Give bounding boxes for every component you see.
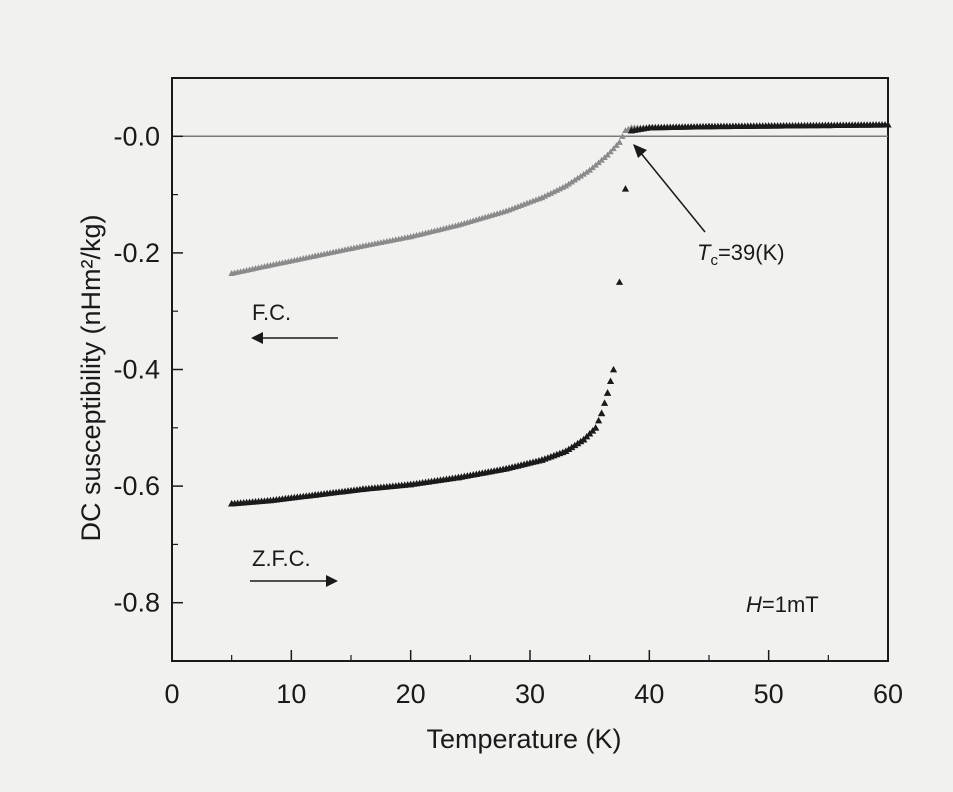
tc-value: =39(K) (718, 240, 785, 265)
data-point (627, 126, 636, 134)
field-symbol: H (746, 592, 762, 617)
axis-tick-labels: 0 10 20 30 40 50 60 -0.0 -0.2 -0.4 -0.6 -0.8 (113, 121, 903, 709)
data-point (577, 437, 585, 445)
series-zfc (228, 121, 892, 507)
data-point (645, 123, 653, 131)
axis-ticks (171, 77, 889, 662)
data-point (553, 187, 561, 193)
data-point (603, 389, 612, 396)
x-axis-title: Temperature (K) (426, 724, 621, 754)
x-tick-label: 0 (164, 679, 179, 709)
fc-arrow-head (251, 332, 263, 344)
x-tick-label: 40 (634, 679, 664, 709)
data-point (592, 424, 600, 431)
data-point (604, 151, 611, 158)
x-tick-label: 50 (754, 679, 784, 709)
data-point (556, 185, 564, 192)
data-point (580, 170, 587, 177)
tc-label: Tc=39(K) (697, 240, 785, 269)
data-point (454, 473, 462, 481)
data-point (359, 485, 367, 492)
data-point (595, 416, 603, 424)
data-point (884, 121, 892, 128)
zfc-label: Z.F.C. (252, 546, 311, 571)
field-label: H=1mT (746, 592, 819, 617)
data-point (538, 456, 546, 463)
data-point (621, 185, 630, 192)
data-point (765, 122, 773, 129)
data-point (571, 176, 578, 183)
y-tick-label: -0.8 (113, 588, 160, 618)
data-point (538, 194, 546, 201)
series-fc (228, 121, 892, 276)
data-point (598, 409, 606, 417)
data-point (586, 166, 593, 173)
y-tick-label: -0.4 (113, 355, 160, 385)
data-point (228, 270, 235, 276)
y-tick-label: -0.6 (113, 471, 160, 501)
data-point (824, 121, 832, 129)
data-point (568, 178, 575, 185)
data-point (263, 497, 272, 504)
data-point (583, 168, 590, 175)
data-point (544, 191, 552, 198)
field-value: =1mT (762, 592, 819, 617)
data-point (407, 233, 414, 240)
x-tick-label: 10 (276, 679, 306, 709)
data-point (616, 138, 623, 145)
data-point (565, 180, 572, 187)
x-tick-label: 20 (396, 679, 426, 709)
data-point (613, 142, 620, 148)
data-point (609, 365, 618, 373)
x-tick-label: 30 (515, 679, 545, 709)
y-tick-label: -0.0 (113, 121, 160, 151)
data-point (574, 174, 581, 181)
data-point (606, 377, 615, 385)
data-point (622, 127, 629, 134)
data-point (550, 188, 558, 195)
data-point (562, 447, 570, 454)
data-point (502, 465, 510, 472)
data-point (574, 439, 582, 447)
data-series (228, 121, 892, 507)
data-point (264, 262, 271, 269)
data-point (610, 145, 617, 152)
data-point (559, 184, 567, 190)
data-point (580, 435, 588, 443)
tc-subscript: c (710, 252, 718, 269)
y-tick-label: -0.2 (113, 238, 160, 268)
data-point (311, 491, 319, 498)
data-point (571, 441, 579, 449)
data-point (359, 242, 367, 249)
plot-frame (171, 77, 889, 662)
data-point (407, 480, 415, 488)
y-axis-title: DC susceptibility (nHm²/kg) (76, 214, 106, 541)
data-point (568, 443, 576, 451)
tc-arrow-head (633, 144, 647, 158)
data-point (607, 148, 614, 155)
zfc-arrow-head (326, 575, 338, 587)
tc-symbol: T (697, 240, 712, 265)
data-point (455, 221, 462, 228)
x-tick-label: 60 (873, 679, 903, 709)
fc-label: F.C. (252, 300, 291, 325)
data-point (502, 207, 510, 214)
data-point (312, 252, 319, 259)
data-point (547, 189, 555, 196)
data-point (705, 122, 713, 130)
data-point (619, 133, 626, 139)
data-point (615, 278, 624, 285)
data-point (562, 182, 569, 189)
data-point (600, 399, 609, 406)
data-point (577, 172, 584, 179)
data-point (228, 499, 236, 507)
tc-arrow-line (639, 151, 706, 233)
